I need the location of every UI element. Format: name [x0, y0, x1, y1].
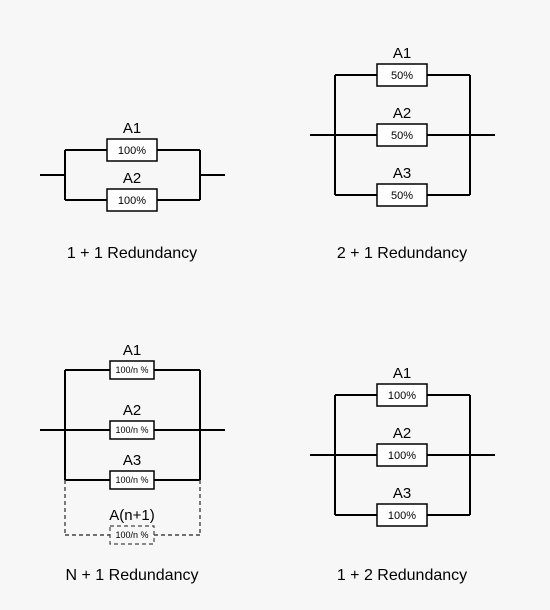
- component-label: A1: [393, 45, 411, 62]
- component-pct: 100%: [118, 195, 146, 207]
- caption: N + 1 Redundancy: [66, 567, 199, 584]
- caption: 1 + 1 Redundancy: [67, 245, 197, 262]
- component-label: A1: [393, 365, 411, 382]
- component-pct: 100%: [388, 450, 416, 462]
- diagram-nplus1: A1 100/n % A2 100/n % A3 100/n % A(n+1) …: [40, 342, 225, 584]
- component-label: A2: [123, 170, 141, 187]
- component-label: A2: [123, 402, 141, 419]
- component-label: A3: [393, 485, 411, 502]
- component-pct: 100/n %: [115, 365, 148, 375]
- component-label: A3: [123, 452, 141, 469]
- component-pct: 50%: [391, 190, 413, 202]
- caption: 1 + 2 Redundancy: [337, 567, 467, 584]
- component-pct: 100/n %: [115, 425, 148, 435]
- diagram-2plus1: A1 50% A2 50% A3 50% 2 + 1 Redundancy: [310, 45, 495, 262]
- diagram-1plus2: A1 100% A2 100% A3 100% 1 + 2 Redundancy: [310, 365, 495, 584]
- component-pct: 100%: [388, 510, 416, 522]
- component-label: A(n+1): [109, 507, 154, 524]
- component-pct: 100%: [118, 145, 146, 157]
- component-pct: 100%: [388, 390, 416, 402]
- component-pct: 100/n %: [115, 475, 148, 485]
- component-pct: 50%: [391, 70, 413, 82]
- component-label: A2: [393, 105, 411, 122]
- diagram-1plus1: A1 100% A2 100% 1 + 1 Redundancy: [40, 120, 225, 262]
- component-pct: 100/n %: [115, 530, 148, 540]
- caption: 2 + 1 Redundancy: [337, 245, 467, 262]
- component-label: A1: [123, 342, 141, 359]
- component-label: A3: [393, 165, 411, 182]
- component-label: A2: [393, 425, 411, 442]
- component-pct: 50%: [391, 130, 413, 142]
- component-label: A1: [123, 120, 141, 137]
